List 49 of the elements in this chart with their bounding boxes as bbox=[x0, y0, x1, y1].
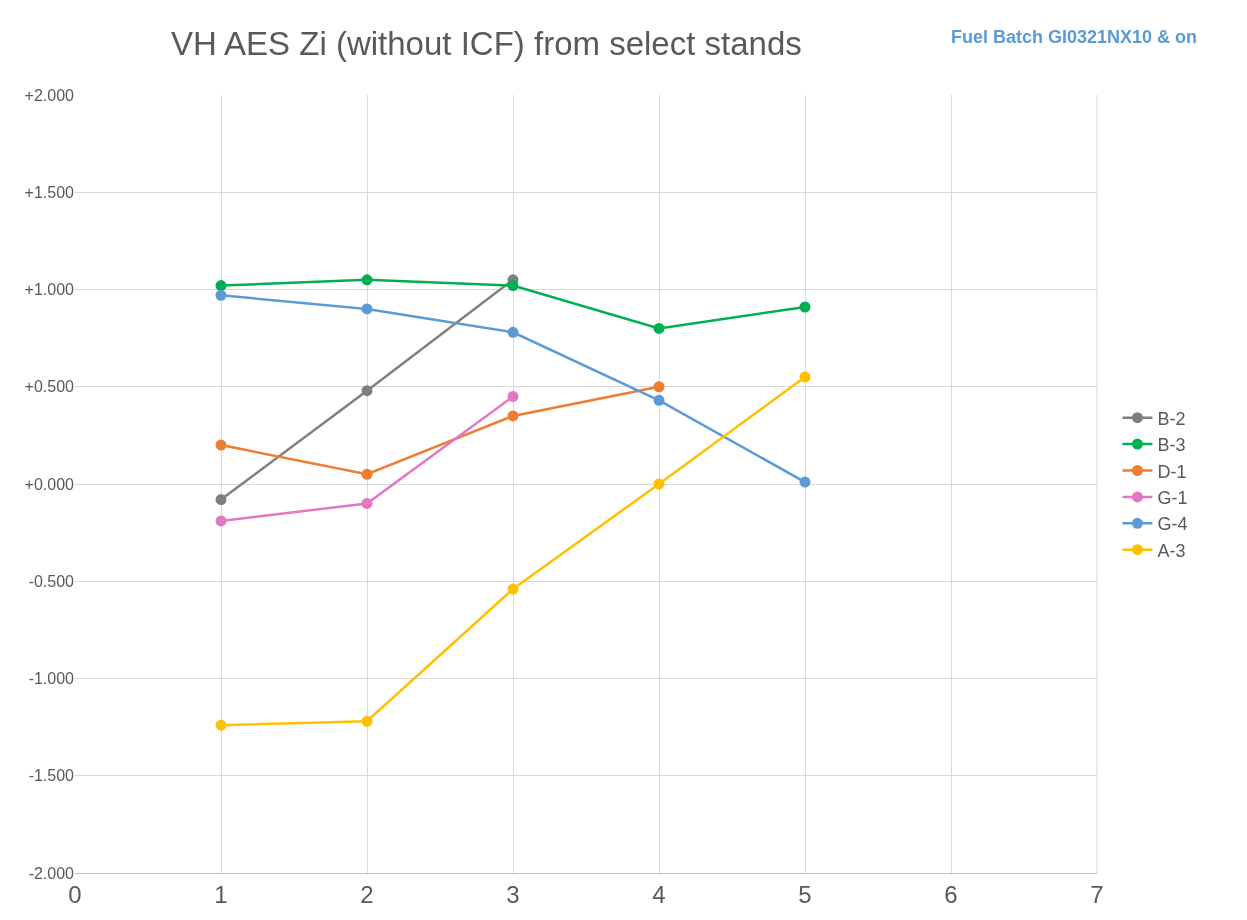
point bbox=[653, 394, 665, 406]
point bbox=[361, 497, 373, 509]
x-tick-label: 0 bbox=[68, 880, 82, 908]
point bbox=[799, 476, 811, 488]
point bbox=[653, 478, 665, 490]
point bbox=[361, 274, 373, 286]
point bbox=[507, 583, 519, 595]
point bbox=[215, 289, 227, 301]
point bbox=[215, 439, 227, 451]
x-tick-label: 3 bbox=[506, 880, 520, 908]
y-tick-label: -1.000 bbox=[28, 670, 75, 688]
point bbox=[799, 371, 811, 383]
point bbox=[215, 280, 227, 292]
x-tick-label: 7 bbox=[1090, 880, 1104, 908]
legend-label: G-1 bbox=[1157, 487, 1188, 508]
point bbox=[361, 715, 373, 727]
legend-label: B-3 bbox=[1157, 435, 1186, 456]
y-tick-label: +1.000 bbox=[24, 281, 75, 299]
chart-subtitle: Fuel Batch GI0321NX10 & on bbox=[951, 27, 1198, 47]
x-tick-label: 2 bbox=[360, 880, 374, 908]
point bbox=[361, 303, 373, 315]
point bbox=[507, 280, 519, 292]
legend-label: G-4 bbox=[1157, 514, 1188, 535]
point bbox=[799, 301, 811, 313]
legend-label: D-1 bbox=[1157, 461, 1187, 482]
x-tick-label: 1 bbox=[214, 880, 228, 908]
point bbox=[215, 515, 227, 527]
point bbox=[215, 719, 227, 731]
y-tick-label: -0.500 bbox=[28, 572, 75, 590]
legend-label: A-3 bbox=[1157, 540, 1186, 561]
y-tick-label: +1.500 bbox=[24, 183, 75, 201]
y-tick-label: +2.000 bbox=[24, 86, 75, 104]
x-tick-label: 4 bbox=[652, 880, 666, 908]
point bbox=[653, 322, 665, 334]
y-tick-label: -1.500 bbox=[28, 767, 75, 785]
y-tick-label: +0.500 bbox=[24, 378, 75, 396]
point bbox=[507, 326, 519, 338]
x-tick-label: 5 bbox=[798, 880, 812, 908]
x-tick-label: 6 bbox=[944, 880, 958, 908]
point bbox=[215, 494, 227, 506]
y-tick-label: +0.000 bbox=[24, 475, 75, 493]
point bbox=[507, 390, 519, 402]
point bbox=[507, 410, 519, 422]
chart-title: VH AES Zi (without ICF) from select stands bbox=[170, 25, 802, 63]
y-tick-label: -2.000 bbox=[28, 864, 75, 882]
point bbox=[653, 381, 665, 393]
legend-label: B-2 bbox=[1157, 408, 1186, 429]
point bbox=[361, 385, 373, 397]
point bbox=[361, 468, 373, 480]
